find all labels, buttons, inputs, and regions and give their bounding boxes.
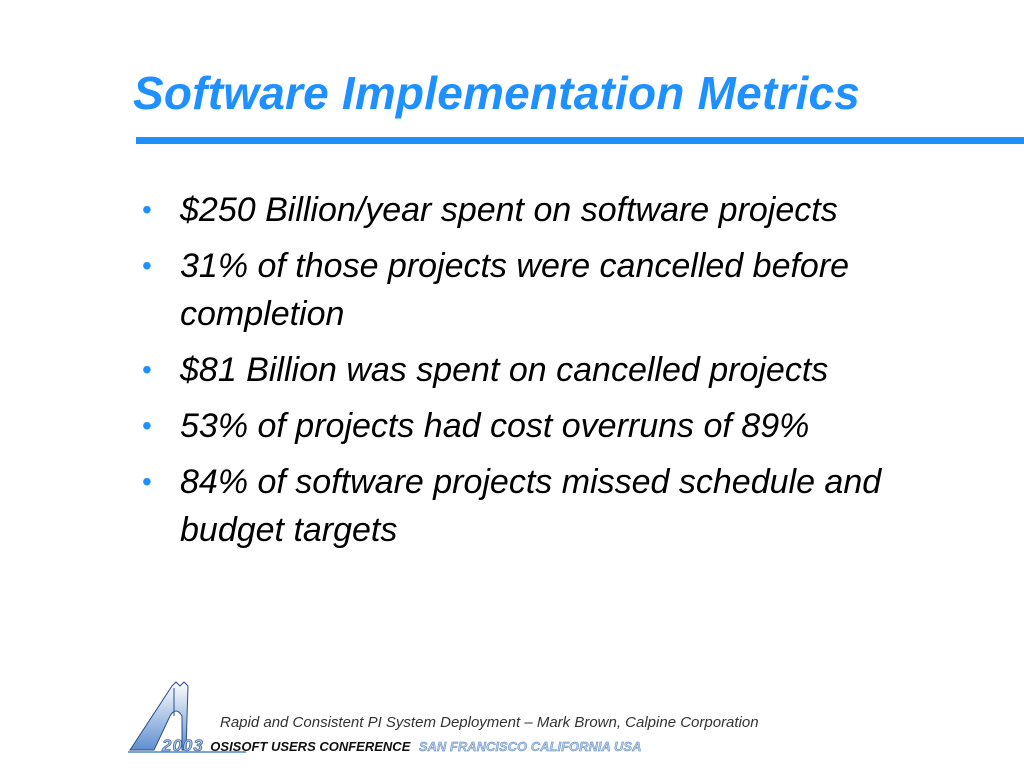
bullet-item: • 31% of those projects were cancelled b…: [138, 242, 978, 338]
slide-footer: Rapid and Consistent PI System Deploymen…: [0, 676, 1024, 768]
slide-title: Software Implementation Metrics: [133, 67, 861, 119]
bullet-icon: •: [142, 194, 152, 225]
bullet-icon: •: [142, 250, 152, 281]
footer-caption: Rapid and Consistent PI System Deploymen…: [220, 714, 759, 731]
bridge-tower-logo-icon: [128, 681, 246, 753]
bullet-text: 84% of software projects missed schedule…: [180, 463, 882, 549]
bullet-list: • $250 Billion/year spent on software pr…: [138, 186, 978, 562]
bullet-item: • $81 Billion was spent on cancelled pro…: [138, 346, 978, 394]
bullet-icon: •: [142, 410, 152, 441]
conference-banner: 2003 OSISOFT USERS CONFERENCE SAN FRANCI…: [162, 736, 642, 756]
title-underline-rule: [136, 137, 1024, 144]
bullet-icon: •: [142, 466, 152, 497]
conference-name: OSISOFT USERS CONFERENCE: [210, 739, 411, 754]
bullet-text: $81 Billion was spent on cancelled proje…: [180, 351, 829, 389]
bullet-item: • $250 Billion/year spent on software pr…: [138, 186, 978, 234]
conference-year: 2003: [162, 736, 204, 756]
bullet-item: • 84% of software projects missed schedu…: [138, 458, 978, 554]
conference-location: SAN FRANCISCO CALIFORNIA USA: [418, 739, 642, 754]
bullet-text: 53% of projects had cost overruns of 89%: [180, 407, 810, 445]
bullet-text: $250 Billion/year spent on software proj…: [180, 191, 838, 229]
bullet-item: • 53% of projects had cost overruns of 8…: [138, 402, 978, 450]
bullet-icon: •: [142, 354, 152, 385]
bullet-text: 31% of those projects were cancelled bef…: [180, 247, 850, 333]
